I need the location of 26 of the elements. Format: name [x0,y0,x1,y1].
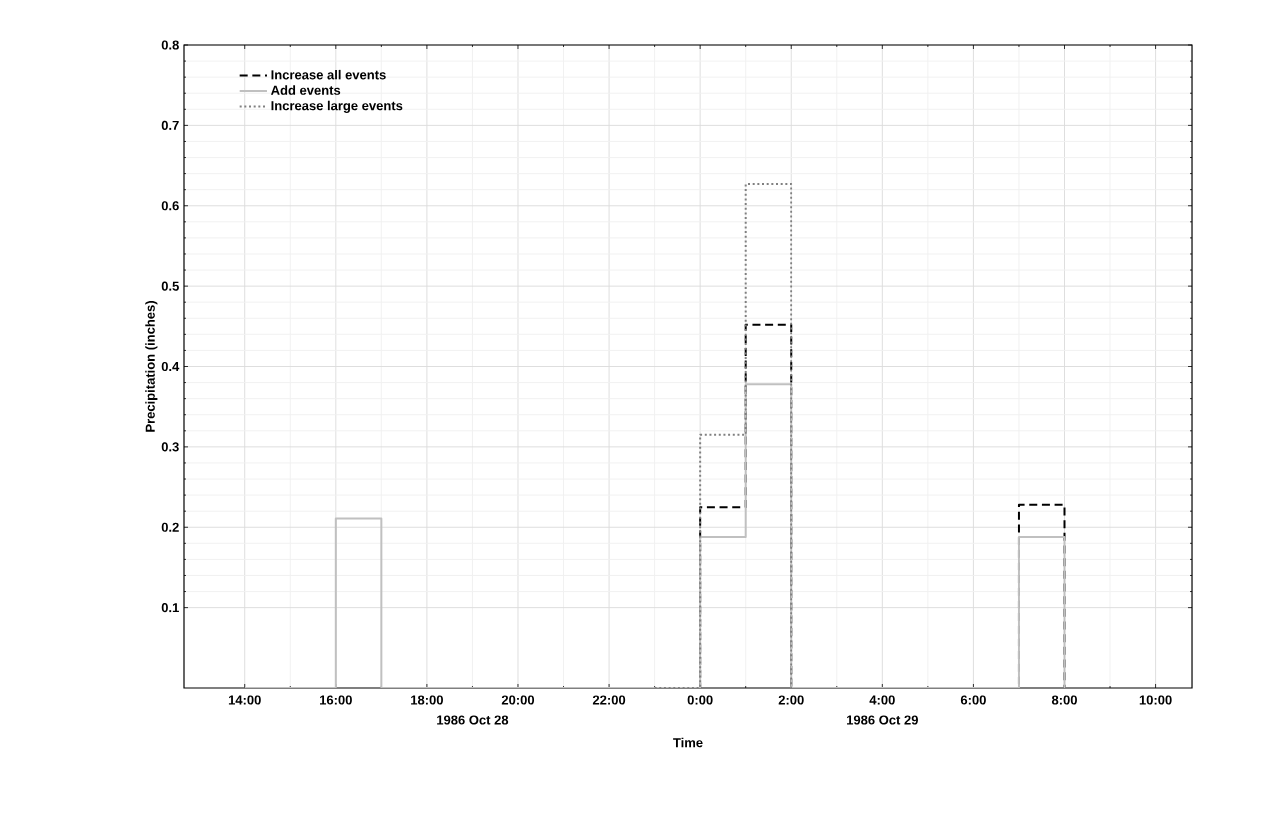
x-tick-label: 18:00 [411,695,443,705]
legend-label: Add events [270,85,341,95]
x-axis-title: Time [673,737,703,748]
x-tick-label: 0:00 [687,695,713,705]
x-tick-label: 10:00 [1139,695,1172,705]
y-tick-label: 0.8 [161,40,179,50]
x-tick-label: 2:00 [778,695,804,705]
x-tick-label: 14:00 [228,695,261,705]
x-tick-label: 4:00 [869,695,895,705]
legend-label: Increase all events [271,69,386,80]
y-tick-label: 0.6 [161,201,179,211]
y-tick-label: 0.1 [161,603,179,613]
x-tick-label: 22:00 [592,695,626,705]
x2-tick-label: 1986 Oct 29 [847,715,918,725]
x2-tick-label: 1986 Oct 28 [437,715,509,725]
x-tick-label: 6:00 [960,695,986,705]
x-tick-label: 8:00 [1051,695,1077,705]
x-tick-label: 16:00 [320,695,352,705]
y-tick-label: 0.4 [161,361,180,372]
y-tick-label: 0.5 [161,281,179,291]
legend-label: Increase large events [271,100,403,113]
y-tick-label: 0.2 [161,522,179,532]
y-axis-title: Precipitation (inches) [145,301,158,432]
x-tick-label: 20:00 [501,695,535,705]
y-tick-label: 0.7 [161,120,179,130]
y-tick-label: 0.3 [161,442,179,452]
